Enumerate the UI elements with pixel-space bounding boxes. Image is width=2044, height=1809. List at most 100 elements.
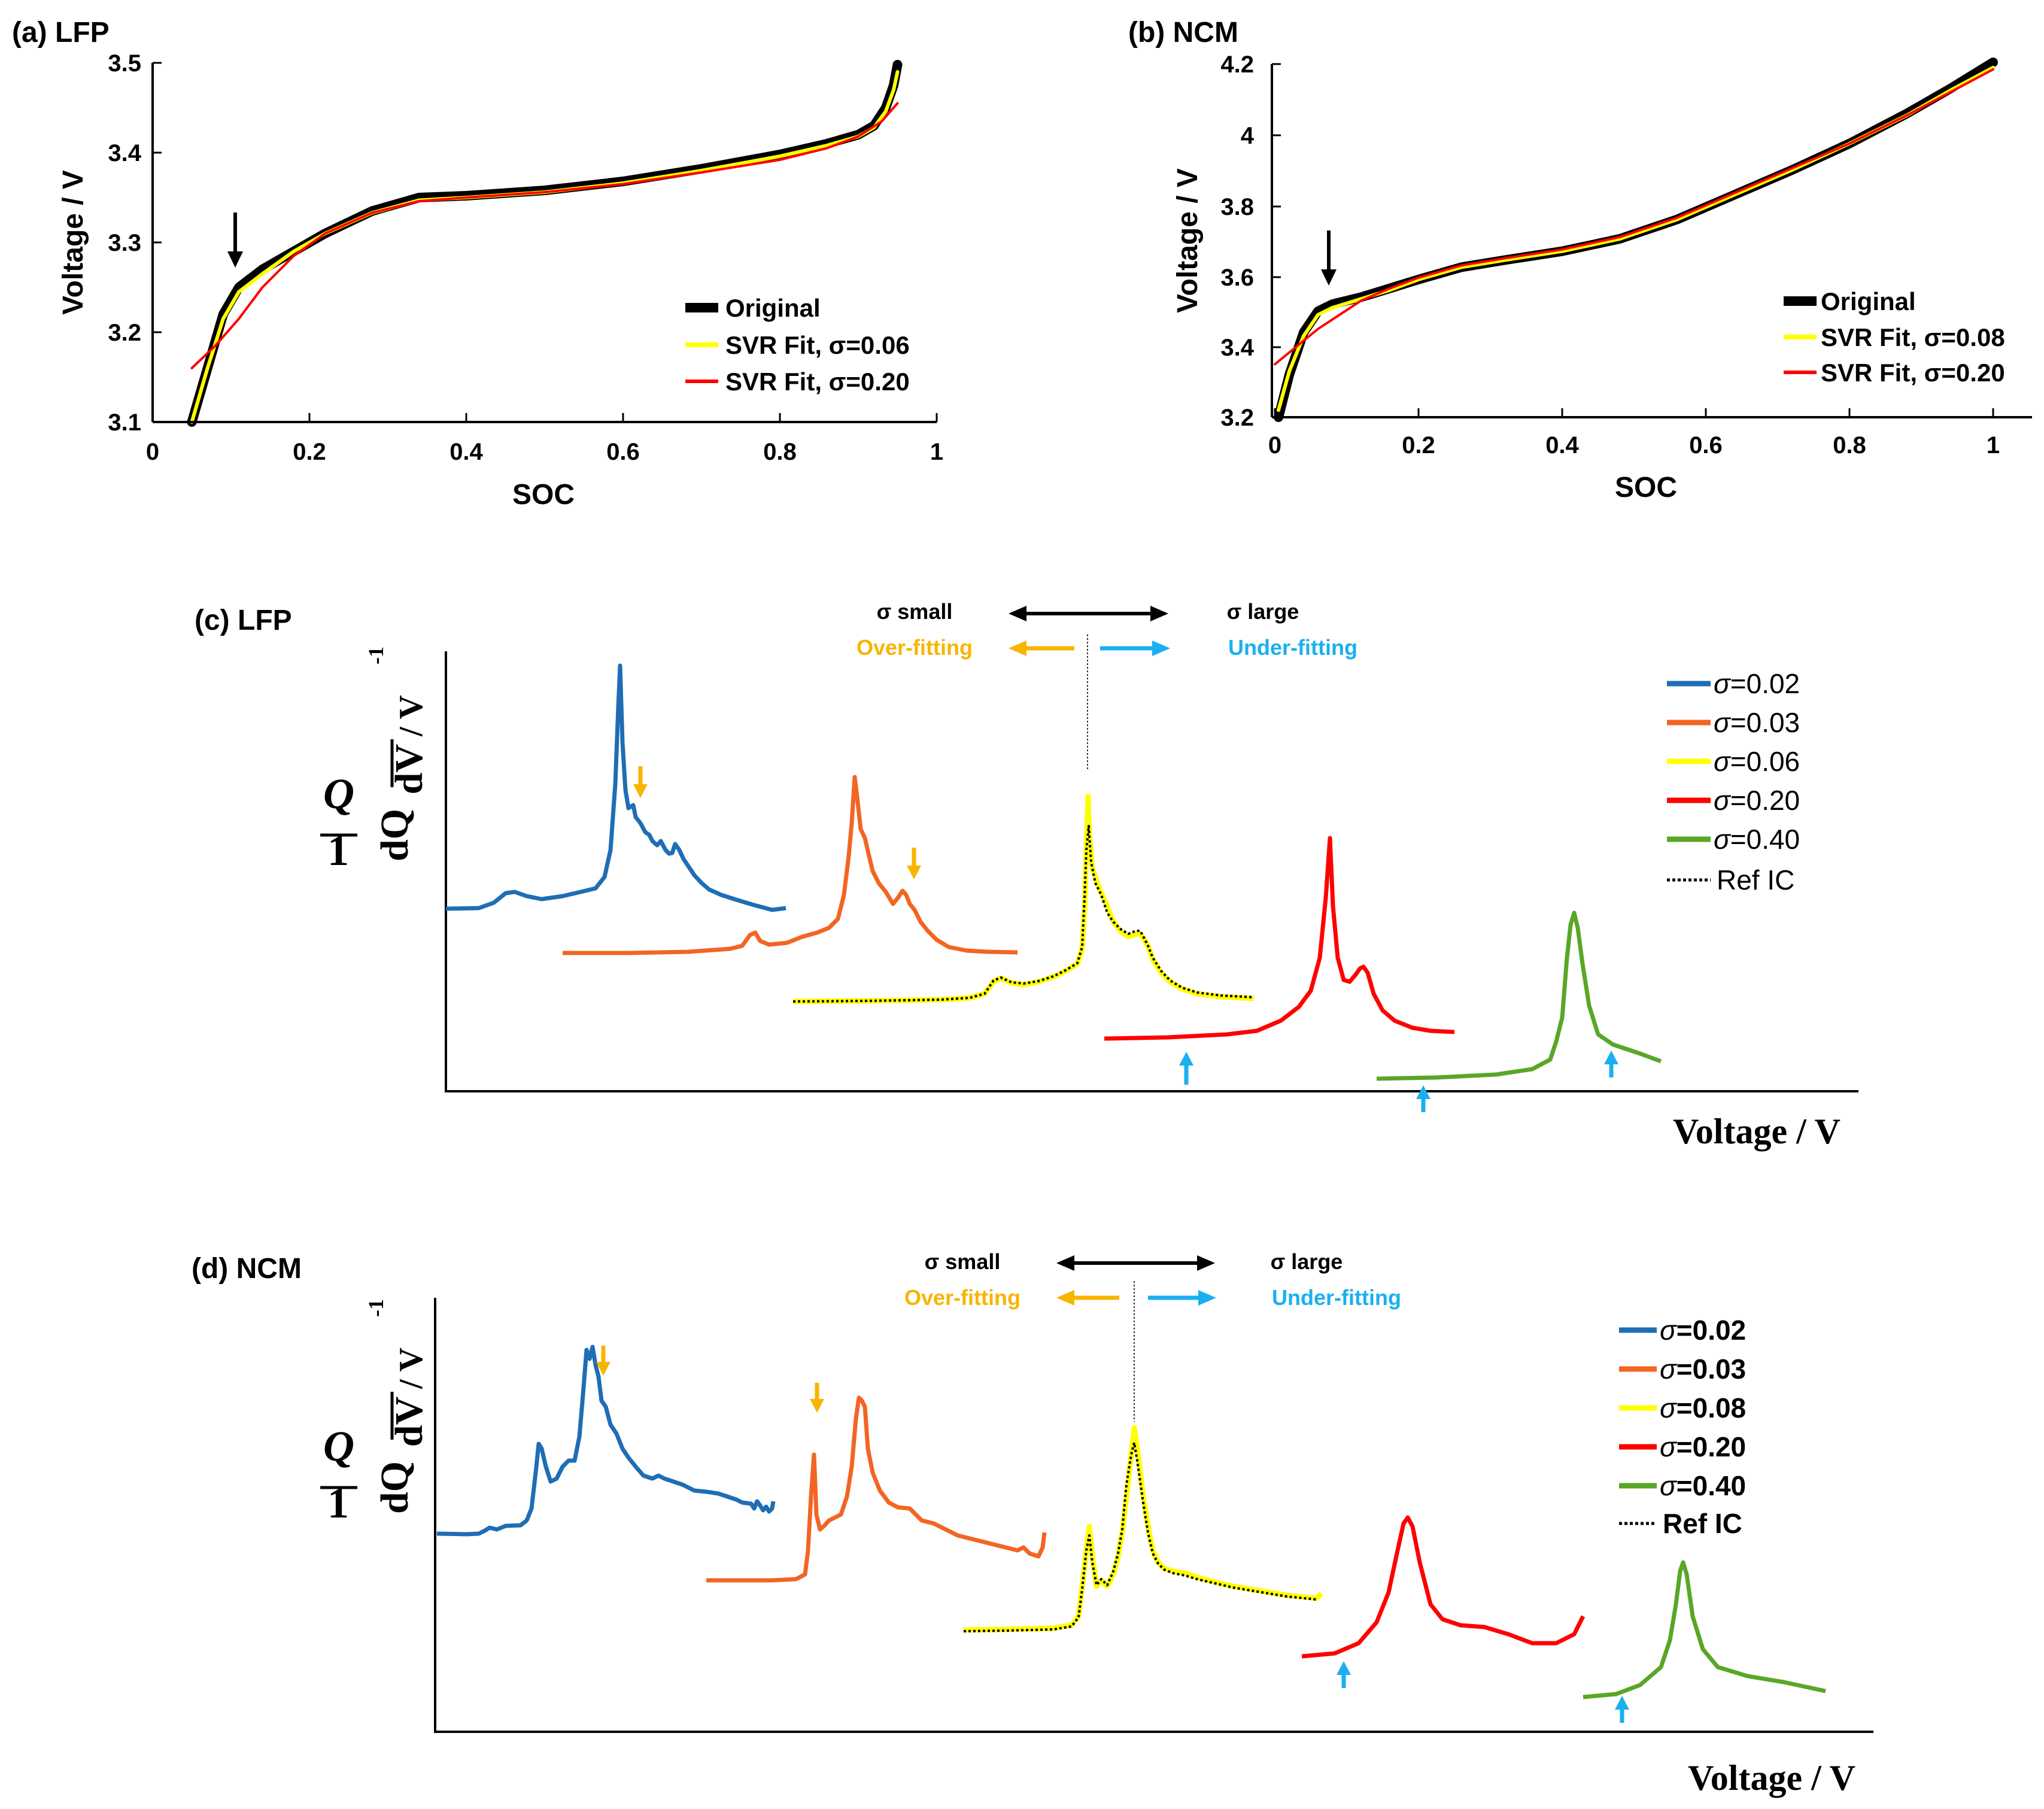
panel-a-legend-original: Original (725, 294, 821, 322)
panel-c-curves (445, 663, 1662, 1081)
panel-a-yticks: 3.1 3.2 3.3 3.4 3.5 (108, 50, 162, 436)
panel-c-over-fitting: Over-fitting (857, 635, 973, 660)
panel-c-legend-item-2: σ=0.06 (1714, 746, 1800, 777)
panel-c-marker-cyan-arrow (1179, 1052, 1193, 1085)
panel-d-curve-ref-ic-d (963, 1441, 1317, 1632)
panel-b: (b) NCM 0 0.2 0.4 0.6 0.8 1 (1128, 17, 2032, 503)
panel-b-ytick-label: 3.6 (1220, 265, 1254, 291)
panel-c-curve-sigma-040 (1376, 910, 1662, 1081)
panel-b-xlabel: SOC (1615, 472, 1677, 503)
panel-c-marker-cyan-arrow (1604, 1051, 1618, 1077)
panel-a-xtick-label: 0.8 (763, 439, 797, 465)
panel-d-curve-sigma-002 (436, 1344, 776, 1537)
panel-a-xticks: 0 0.2 0.4 0.6 0.8 1 (146, 413, 943, 465)
panel-c-legend-item-0: σ=0.02 (1714, 668, 1800, 699)
panel-b-ytick-label: 3.8 (1220, 194, 1254, 220)
panel-a-ylabel: Voltage / V (57, 170, 89, 315)
panel-d-curve-sigma-040 (1583, 1560, 1826, 1699)
panel-d: (d) NCM σ small σ large Over-fitting Und… (192, 1249, 1873, 1798)
panel-c-ylabel: 1 Q dQ dV / V -1 (320, 646, 431, 875)
panel-b-ytick-label: 4.2 (1220, 51, 1254, 78)
panel-d-ylabel-dq: dQ (373, 1461, 417, 1514)
panel-d-sigma-small: σ small (925, 1249, 1001, 1274)
panel-a-ytick-label: 3.1 (108, 409, 141, 436)
panel-a-arrow (227, 213, 243, 268)
panel-a-legend-svr-006: SVR Fit, σ=0.06 (725, 331, 910, 359)
panel-d-curve-sigma-003 (706, 1395, 1047, 1583)
panel-d-ylabel-sup: -1 (364, 1299, 388, 1317)
panel-a: (a) LFP 0 0.2 0.4 0.6 0.8 1 3. (12, 17, 943, 511)
panel-c-header: σ small σ large Over-fitting Under-fitti… (857, 599, 1357, 769)
panel-c: (c) LFP σ small σ large Over-fitting Und… (195, 599, 1858, 1151)
panel-a-title: (a) LFP (12, 17, 110, 48)
panel-a-ytick-label: 3.5 (108, 50, 141, 77)
panel-b-xticks: 0 0.2 0.4 0.6 0.8 1 (1268, 408, 2000, 459)
panel-d-legend-item-3: σ=0.20 (1660, 1431, 1746, 1462)
panel-d-xlabel: Voltage / V (1688, 1758, 1855, 1798)
panel-d-marker-gold-arrow (596, 1346, 611, 1376)
panel-c-curve-ref-ic (792, 825, 1255, 1003)
panel-d-curve-sigma-008 (963, 1425, 1324, 1633)
panel-d-ylabel-q: Q (323, 1422, 354, 1470)
panel-c-arrow-gold (1009, 641, 1074, 656)
panel-c-legend-item-1: σ=0.03 (1714, 707, 1800, 738)
panel-a-xtick-label: 0.2 (293, 439, 326, 465)
panel-d-legend-item-4: σ=0.40 (1660, 1470, 1746, 1501)
panel-d-legend-item-5: Ref IC (1663, 1508, 1742, 1539)
panel-a-ytick-label: 3.2 (108, 320, 141, 346)
panel-a-legend: Original SVR Fit, σ=0.06 SVR Fit, σ=0.20 (685, 294, 910, 396)
panel-b-ylabel: Voltage / V (1172, 168, 1204, 313)
panel-b-yticks: 3.2 3.4 3.6 3.8 4 4.2 (1220, 51, 1281, 431)
panel-b-series-svr-020 (1274, 68, 1994, 366)
panel-d-arrow-cyan (1148, 1290, 1216, 1306)
panel-b-legend-original: Original (1821, 287, 1916, 315)
panel-c-curve-sigma-020 (1104, 836, 1455, 1041)
panel-d-legend-item-1: σ=0.03 (1660, 1353, 1746, 1385)
panel-a-ytick-label: 3.4 (108, 140, 141, 166)
panel-b-ytick-label: 4 (1241, 123, 1255, 149)
panel-d-marker-gold-arrow (810, 1383, 824, 1413)
panel-b-xtick-label: 0.2 (1402, 432, 1435, 459)
panel-c-sigma-small: σ small (877, 599, 953, 624)
panel-c-title: (c) LFP (195, 605, 292, 636)
panel-b-curves (1274, 57, 1998, 422)
panel-c-marker-gold-arrow (633, 766, 648, 798)
panel-d-arrow-gold (1056, 1290, 1119, 1306)
panel-c-arrow-cyan (1100, 641, 1170, 656)
panel-d-curves (436, 1344, 1826, 1699)
panel-a-xtick-label: 0.4 (450, 439, 483, 465)
panel-d-legend: σ=0.02 σ=0.03 σ=0.08 σ=0.20 σ=0.40 Ref I… (1619, 1315, 1746, 1539)
panel-c-curve-sigma-003 (563, 775, 1018, 955)
panel-c-ylabel-sup: -1 (364, 646, 388, 664)
panel-c-legend-item-4: σ=0.40 (1714, 824, 1800, 855)
panel-d-marker-cyan-arrow (1337, 1661, 1351, 1688)
panel-a-xlabel: SOC (512, 479, 575, 511)
panel-b-ytick-label: 3.4 (1220, 335, 1254, 361)
panel-d-header: σ small σ large Over-fitting Under-fitti… (904, 1249, 1401, 1422)
panel-c-under-fitting: Under-fitting (1228, 635, 1357, 660)
panel-c-double-arrow-black (1009, 606, 1168, 621)
panel-b-legend-svr-008: SVR Fit, σ=0.08 (1821, 323, 2005, 351)
panel-a-legend-svr-020: SVR Fit, σ=0.20 (725, 368, 910, 396)
panel-c-ylabel-dq: dQ (373, 809, 417, 861)
panel-b-title: (b) NCM (1128, 17, 1238, 48)
panel-c-ylabel-q: Q (323, 770, 354, 818)
panel-c-marker-gold-arrow (907, 848, 921, 879)
panel-c-marker-cyan-arrow (1416, 1085, 1431, 1112)
panel-a-xtick-label: 1 (930, 439, 943, 465)
panel-d-legend-item-2: σ=0.08 (1660, 1392, 1746, 1423)
panel-c-legend-item-3: σ=0.20 (1714, 785, 1800, 816)
panel-d-curve-sigma-020 (1301, 1515, 1586, 1659)
panel-b-axes (1271, 64, 2032, 418)
panel-d-sigma-large: σ large (1271, 1249, 1343, 1274)
panel-d-marker-cyan-arrow (1615, 1696, 1629, 1723)
panel-d-title: (d) NCM (192, 1253, 302, 1285)
panel-b-xtick-label: 0.8 (1833, 432, 1866, 459)
panel-c-legend: σ=0.02 σ=0.03 σ=0.06 σ=0.20 σ=0.40 Ref I… (1667, 668, 1800, 896)
panel-a-xtick-label: 0.6 (606, 439, 640, 465)
panel-d-over-fitting: Over-fitting (904, 1285, 1021, 1310)
panel-c-curve-sigma-002 (445, 663, 786, 912)
panel-d-legend-item-0: σ=0.02 (1660, 1315, 1746, 1346)
panel-b-legend: Original SVR Fit, σ=0.08 SVR Fit, σ=0.20 (1784, 287, 2005, 387)
